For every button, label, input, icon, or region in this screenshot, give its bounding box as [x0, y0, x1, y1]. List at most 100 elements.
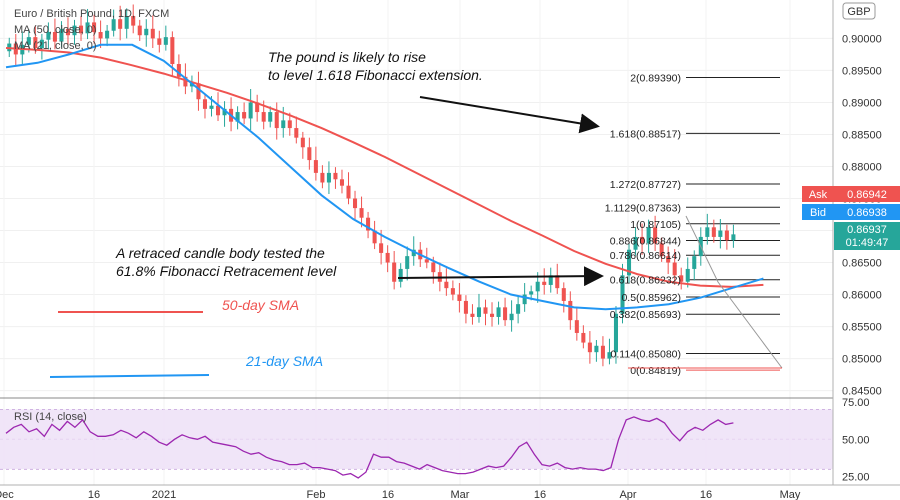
candle-body	[620, 275, 625, 314]
candle-body	[300, 137, 305, 148]
candle-body	[320, 172, 325, 183]
candle-body	[431, 262, 436, 273]
annotation-retrace-line1: A retraced candle body tested the	[115, 245, 325, 261]
ma21-line	[5, 43, 764, 311]
svg-text:Ask: Ask	[809, 189, 828, 201]
candle-body	[457, 294, 462, 301]
candle-body	[209, 105, 214, 109]
candle-body	[261, 112, 266, 122]
x-tick-label: Feb	[307, 489, 326, 500]
candle-body	[170, 37, 175, 65]
y-tick-label: 0.89000	[842, 97, 882, 109]
candle-body	[490, 313, 495, 317]
sma50-label: 50-day SMA	[222, 297, 299, 313]
annotation-rise-line1: The pound is likely to rise	[268, 49, 426, 65]
candle-body	[353, 198, 358, 209]
candle-body	[196, 83, 201, 100]
candle-body	[105, 30, 110, 39]
candle-body	[366, 217, 371, 231]
rsi-tick-label: 75.00	[842, 397, 870, 409]
rsi-line	[5, 416, 734, 479]
x-tick-label: Apr	[619, 489, 636, 500]
candle-body	[65, 28, 70, 36]
rsi-tick-label: 25.00	[842, 472, 870, 484]
candle-body	[313, 160, 318, 173]
candle-body	[607, 352, 612, 359]
candle-body	[522, 294, 527, 305]
candle-body	[470, 313, 475, 317]
svg-text:0.86938: 0.86938	[847, 207, 887, 219]
fib-level-label: 0(0.84819)	[630, 365, 681, 377]
currency-label: GBP	[847, 6, 870, 18]
sma21-label: 21-day SMA	[245, 353, 323, 369]
candle-body	[705, 227, 710, 237]
fib-level-label: 0.114(0.85080)	[611, 348, 681, 360]
candle-body	[509, 313, 514, 321]
candle-body	[372, 230, 377, 244]
ma50-line	[5, 47, 764, 288]
x-tick-label: 16	[700, 489, 712, 500]
candle-body	[411, 249, 416, 257]
chart-title: Euro / British Pound, 1D, FXCM	[14, 8, 169, 20]
candle-body	[294, 128, 299, 138]
fib-level-label: 0.886(0.86844)	[610, 236, 681, 248]
candle-body	[118, 19, 123, 29]
fib-level-label: 1.618(0.88517)	[610, 128, 681, 140]
bid-badge: Bid 0.86938	[802, 204, 900, 220]
candle-body	[594, 345, 599, 353]
y-tick-label: 0.89500	[842, 65, 882, 77]
candle-body	[548, 275, 553, 285]
candle-body	[444, 281, 449, 289]
candle-body	[724, 230, 729, 241]
candle-body	[692, 256, 697, 269]
fib-level-label: 1.1129(0.87363)	[605, 202, 681, 214]
candle-body	[39, 39, 44, 49]
candle-body	[613, 313, 618, 353]
fib-level-label: 0.786(0.86614)	[610, 250, 681, 262]
candle-body	[59, 28, 64, 42]
candle-body	[183, 76, 188, 87]
arrow-to-0618	[397, 266, 604, 287]
candle-body	[542, 281, 547, 285]
candle-body	[392, 262, 397, 282]
candle-body	[72, 25, 77, 36]
candle-body	[711, 227, 716, 237]
candle-body	[131, 16, 136, 26]
candle-body	[731, 234, 736, 241]
candle-body	[52, 32, 57, 42]
candle-body	[561, 288, 566, 301]
y-tick-label: 0.85000	[842, 354, 882, 366]
annotation-retrace-line2: 61.8% Fibonacci Retracement level	[116, 263, 337, 279]
candle-body	[581, 332, 586, 343]
last-price-badge: 0.86937 01:49:47	[834, 222, 900, 250]
candle-body	[659, 243, 664, 257]
candle-body	[287, 120, 292, 129]
y-tick-label: 0.84500	[842, 386, 882, 398]
candle-body	[124, 16, 129, 29]
candle-body	[137, 25, 142, 36]
candle-body	[222, 108, 227, 116]
candle-body	[242, 112, 247, 119]
candle-body	[398, 268, 403, 282]
candle-body	[574, 320, 579, 333]
candle-body	[483, 307, 488, 314]
x-tick-label: Dec	[0, 489, 14, 500]
candle-body	[46, 32, 51, 40]
candle-body	[79, 25, 84, 34]
candle-body	[496, 307, 501, 317]
candle-body	[333, 172, 338, 180]
arrow-to-1618	[419, 96, 600, 134]
candle-body	[98, 32, 103, 39]
candle-body	[346, 185, 351, 199]
y-tick-label: 0.85500	[842, 322, 882, 334]
candle-body	[379, 243, 384, 253]
candle-body	[33, 37, 38, 49]
rsi-tick-label: 50.00	[842, 434, 870, 446]
candle-body	[326, 172, 331, 183]
candle-body	[672, 262, 677, 276]
candle-body	[679, 275, 684, 282]
candle-body	[202, 99, 207, 109]
y-tick-label: 0.88000	[842, 161, 882, 173]
candle-body	[646, 227, 651, 244]
candle-body	[268, 112, 273, 122]
